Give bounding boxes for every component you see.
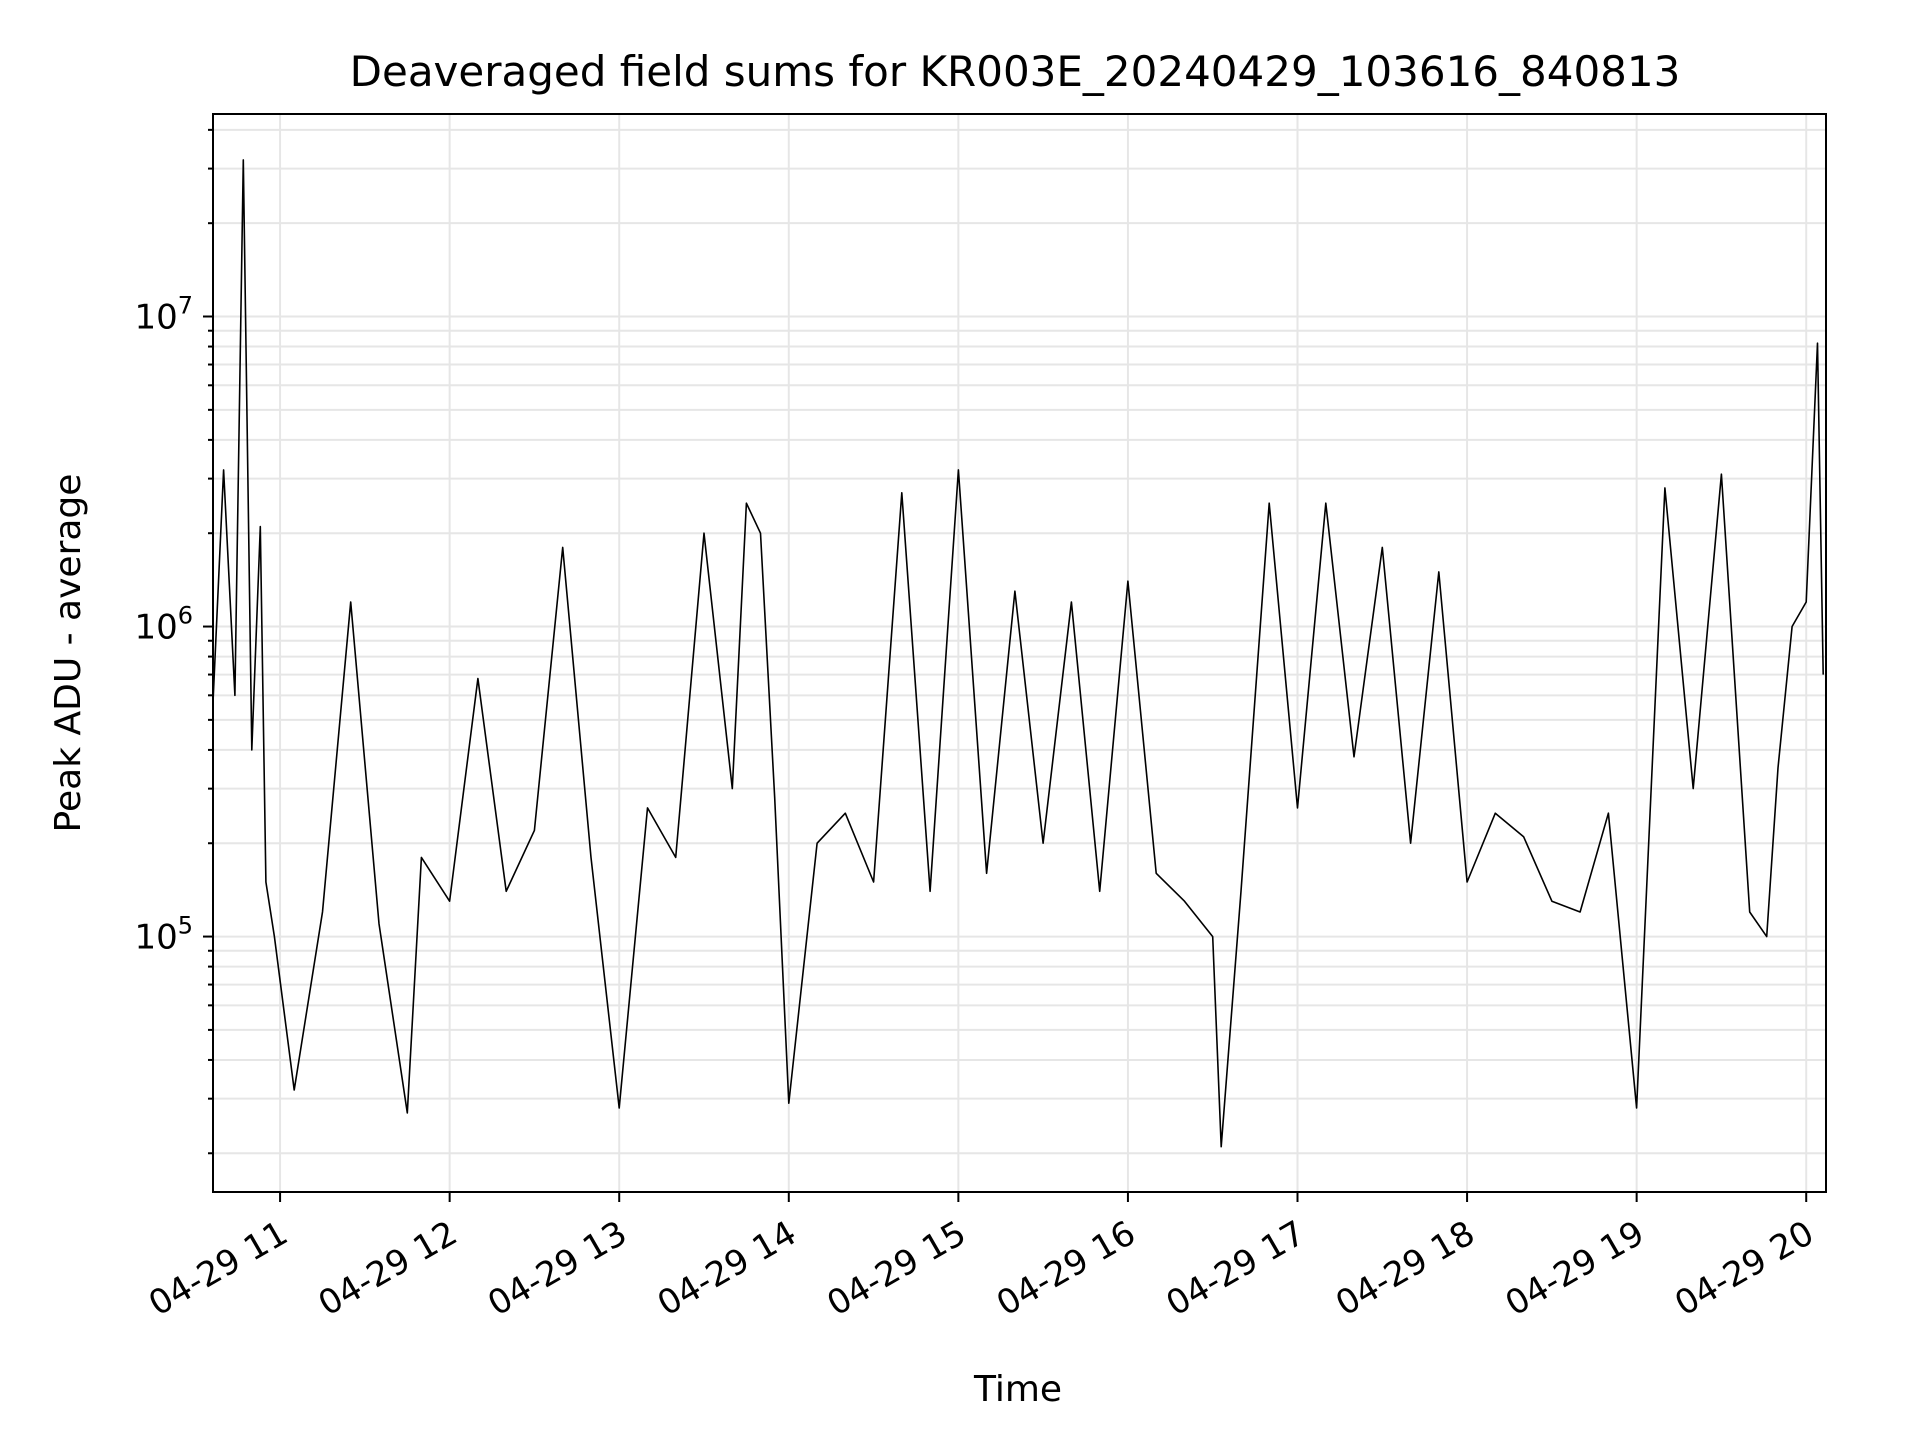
chart-title: Deaveraged field sums for KR003E_2024042… — [350, 47, 1681, 96]
series-layer — [213, 159, 1824, 1148]
y-tick-labels: 105 106 107 — [134, 292, 193, 958]
series-line — [213, 159, 1824, 1148]
x-axis-label: Time — [973, 1369, 1062, 1410]
tick-marks — [203, 128, 1808, 1202]
y-axis-label: Peak ADU - average — [48, 474, 89, 833]
y-tick-label: 107 — [134, 292, 193, 338]
plot-frame — [212, 113, 1827, 1193]
y-tick-label: 105 — [134, 912, 193, 958]
grid-lines — [213, 114, 1826, 1192]
y-tick-label: 106 — [134, 602, 193, 648]
